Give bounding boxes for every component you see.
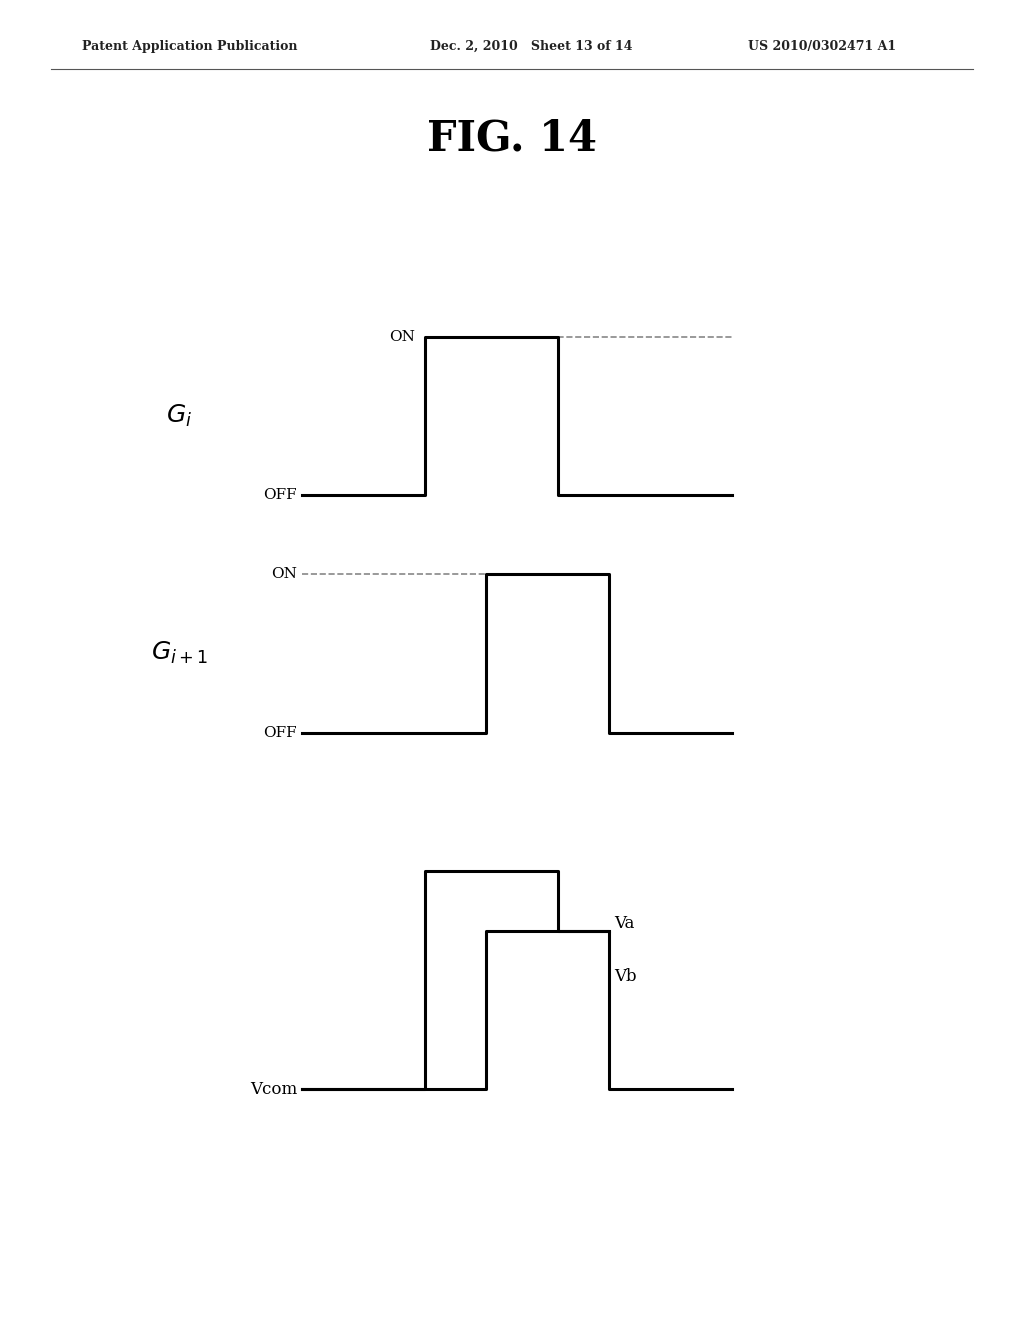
Text: OFF: OFF: [263, 726, 297, 739]
Text: ON: ON: [271, 568, 297, 581]
Text: ON: ON: [389, 330, 415, 343]
Text: $G_{i+1}$: $G_{i+1}$: [151, 640, 208, 667]
Text: Vb: Vb: [614, 969, 637, 985]
Text: Patent Application Publication: Patent Application Publication: [82, 40, 297, 53]
Text: Va: Va: [614, 916, 635, 932]
Text: OFF: OFF: [263, 488, 297, 502]
Text: US 2010/0302471 A1: US 2010/0302471 A1: [748, 40, 896, 53]
Text: $G_i$: $G_i$: [166, 403, 193, 429]
Text: Vcom: Vcom: [250, 1081, 297, 1097]
Text: FIG. 14: FIG. 14: [427, 117, 597, 160]
Text: Dec. 2, 2010   Sheet 13 of 14: Dec. 2, 2010 Sheet 13 of 14: [430, 40, 633, 53]
